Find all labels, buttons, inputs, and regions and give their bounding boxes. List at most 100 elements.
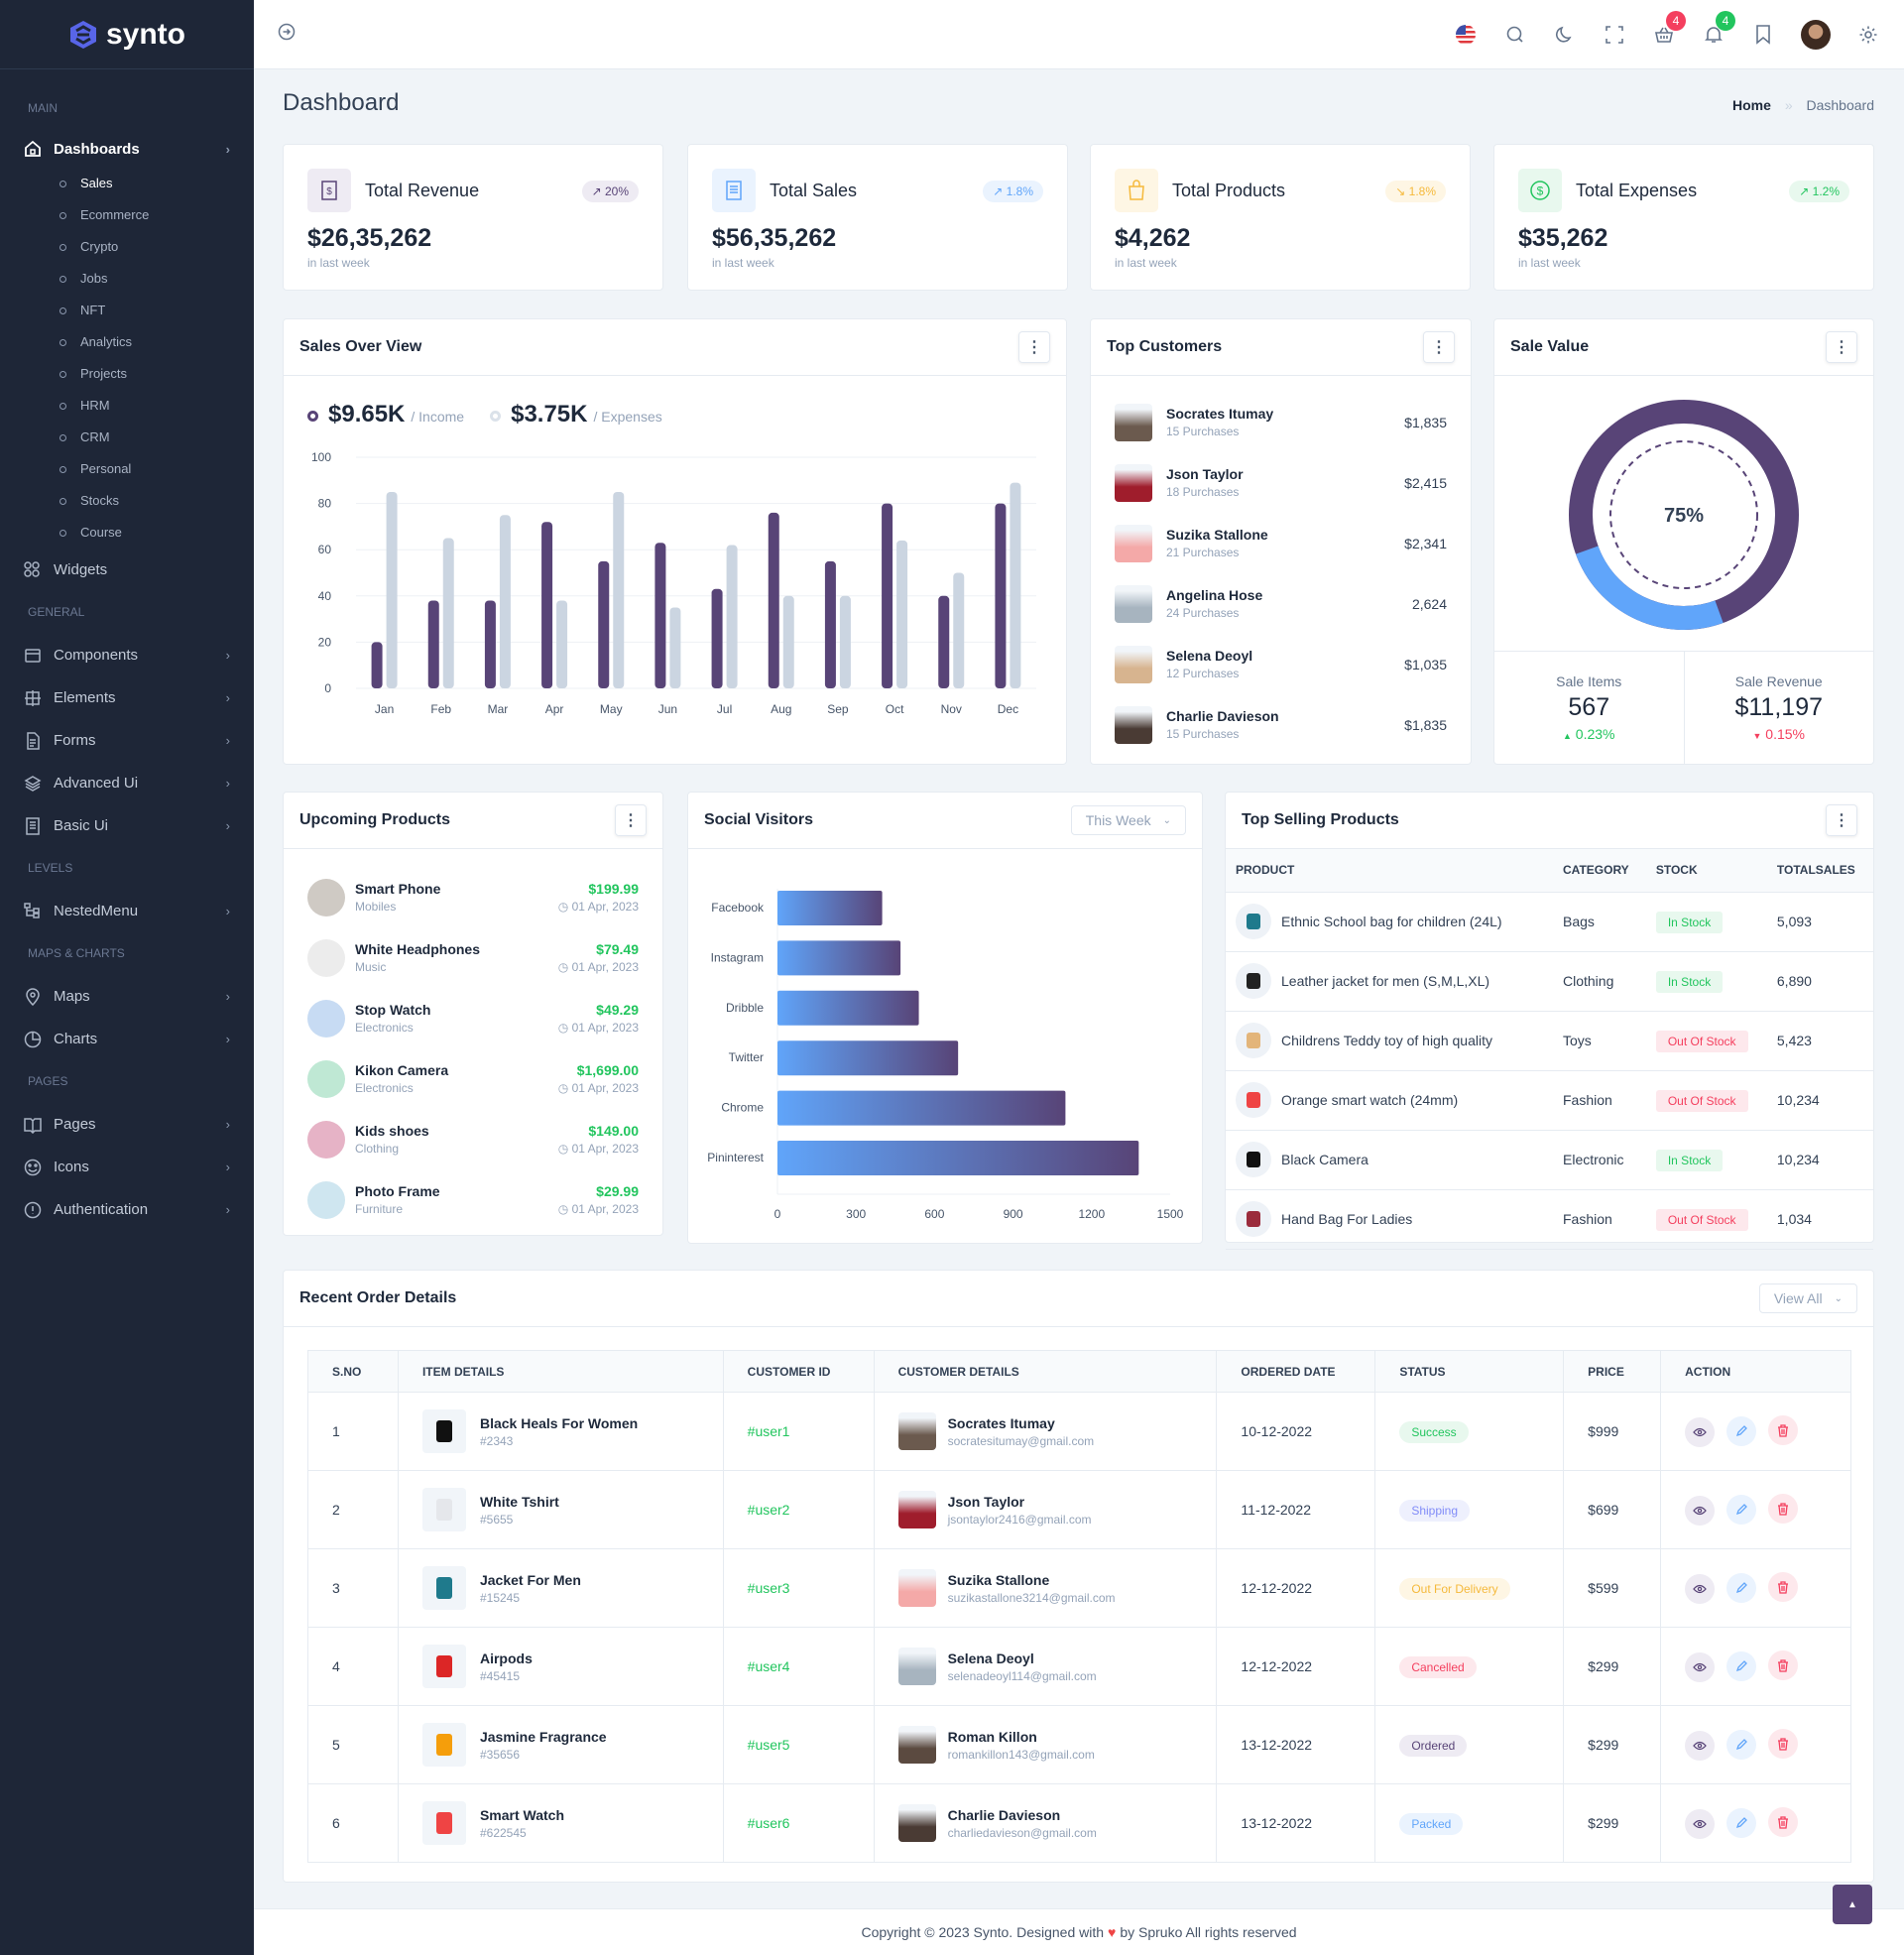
more-options-button[interactable]: ⋮: [1423, 331, 1455, 363]
sidebar-subitem[interactable]: Projects: [0, 358, 254, 390]
moon-icon[interactable]: [1553, 23, 1577, 47]
customer-list-item[interactable]: Suzika Stallone 21 Purchases $2,341: [1115, 513, 1447, 573]
sidebar-subitem[interactable]: HRM: [0, 390, 254, 422]
customer-list-item[interactable]: Angelina Hose 24 Purchases 2,624: [1115, 573, 1447, 634]
more-options-button[interactable]: ⋮: [615, 804, 647, 836]
sidebar-subitem[interactable]: Personal: [0, 453, 254, 485]
sidebar-subitem[interactable]: CRM: [0, 422, 254, 453]
edit-button[interactable]: [1726, 1807, 1757, 1838]
customer-id-link[interactable]: #user2: [722, 1470, 875, 1549]
edit-button[interactable]: [1726, 1415, 1757, 1446]
sidebar-item-icons[interactable]: Icons ›: [0, 1146, 254, 1188]
upcoming-product-item[interactable]: Photo Frame Furniture $29.99 ◷ 01 Apr, 2023: [307, 1169, 639, 1230]
sidebar-item-elements[interactable]: Elements ›: [0, 676, 254, 719]
bell-icon[interactable]: 4: [1702, 11, 1735, 47]
sidebar-subitem[interactable]: Crypto: [0, 231, 254, 263]
stat-change-badge: ↗ 1.2%: [1789, 181, 1849, 202]
sidebar-item-pages[interactable]: Pages ›: [0, 1103, 254, 1146]
us-flag-icon[interactable]: [1454, 23, 1478, 47]
fullscreen-icon[interactable]: [1603, 23, 1626, 47]
view-all-dropdown[interactable]: View All ⌄: [1758, 1283, 1857, 1313]
upcoming-product-item[interactable]: Kikon Camera Electronics $1,699.00 ◷ 01 Apr…: [307, 1048, 639, 1109]
table-row[interactable]: 4 Airpods #45415 #user4 Selena Deoyl selen…: [307, 1627, 1851, 1706]
sidebar-subitem[interactable]: Ecommerce: [0, 199, 254, 231]
delete-button[interactable]: [1768, 1415, 1799, 1446]
customer-avatar: [897, 1569, 936, 1607]
customer-id-link[interactable]: #user1: [722, 1392, 875, 1471]
scroll-to-top-button[interactable]: ▲: [1833, 1885, 1872, 1924]
customer-id-link[interactable]: #user5: [722, 1705, 875, 1784]
table-row[interactable]: Ethnic School bag for children (24L) Bags…: [1226, 892, 1873, 952]
sidebar-subitem[interactable]: Analytics: [0, 326, 254, 358]
view-button[interactable]: [1685, 1495, 1716, 1526]
delete-button[interactable]: [1768, 1807, 1799, 1838]
customer-id-link[interactable]: #user3: [722, 1548, 875, 1628]
cart-icon[interactable]: 4: [1652, 11, 1686, 47]
sidebar-subitem[interactable]: Sales: [0, 168, 254, 199]
sidebar-subitem[interactable]: NFT: [0, 295, 254, 326]
brand-logo[interactable]: synto: [0, 0, 254, 69]
sidebar-item-components[interactable]: Components ›: [0, 634, 254, 676]
upcoming-product-item[interactable]: White Headphones Music $79.49 ◷ 01 Apr, 202…: [307, 927, 639, 988]
sidebar-item-maps[interactable]: Maps ›: [0, 975, 254, 1018]
sidebar-toggle-icon[interactable]: [278, 23, 296, 46]
sidebar-item-forms[interactable]: Forms ›: [0, 719, 254, 762]
delete-button[interactable]: [1768, 1650, 1799, 1681]
sidebar-subitem[interactable]: Course: [0, 517, 254, 549]
customer-list-item[interactable]: Socrates Itumay 15 Purchases $1,835: [1115, 392, 1447, 452]
customer-list-item[interactable]: Selena Deoyl 12 Purchases $1,035: [1115, 634, 1447, 694]
view-button[interactable]: [1685, 1730, 1716, 1761]
user-avatar[interactable]: [1801, 20, 1831, 50]
table-row[interactable]: 6 Smart Watch #622545 #user6 Charlie Davi…: [307, 1783, 1851, 1863]
customer-list-item[interactable]: Json Taylor 18 Purchases $2,415: [1115, 452, 1447, 513]
more-options-button[interactable]: ⋮: [1018, 331, 1050, 363]
more-options-button[interactable]: ⋮: [1826, 331, 1857, 363]
upcoming-product-item[interactable]: Kids shoes Clothing $149.00 ◷ 01 Apr, 2023: [307, 1109, 639, 1169]
delete-button[interactable]: [1768, 1572, 1799, 1603]
sidebar-item-nestedmenu[interactable]: NestedMenu ›: [0, 890, 254, 932]
table-row[interactable]: Orange smart watch (24mm) Fashion Out Of S…: [1226, 1070, 1873, 1131]
upcoming-product-item[interactable]: Smart Phone Mobiles $199.99 ◷ 01 Apr, 2023: [307, 867, 639, 927]
sidebar-subitem[interactable]: Stocks: [0, 485, 254, 517]
edit-button[interactable]: [1726, 1650, 1757, 1681]
price: $299: [1563, 1783, 1662, 1863]
view-button[interactable]: [1685, 1808, 1716, 1839]
delete-button[interactable]: [1768, 1729, 1799, 1760]
table-row[interactable]: Childrens Teddy toy of high quality Toys O…: [1226, 1011, 1873, 1071]
customer-id-link[interactable]: #user4: [722, 1627, 875, 1706]
customer-id-link[interactable]: #user6: [722, 1783, 875, 1863]
table-row[interactable]: 5 Jasmine Fragrance #35656 #user5 Roman K…: [307, 1705, 1851, 1784]
edit-button[interactable]: [1726, 1494, 1757, 1525]
sidebar-item-advanced-ui[interactable]: Advanced Ui ›: [0, 762, 254, 804]
edit-button[interactable]: [1726, 1729, 1757, 1760]
view-button[interactable]: [1685, 1416, 1716, 1447]
sidebar-item-charts[interactable]: Charts ›: [0, 1018, 254, 1060]
edit-button[interactable]: [1726, 1572, 1757, 1603]
customer-list-item[interactable]: Charlie Davieson 15 Purchases $1,835: [1115, 694, 1447, 755]
more-options-button[interactable]: ⋮: [1826, 804, 1857, 836]
table-row[interactable]: 3 Jacket For Men #15245 #user3 Suzika Sta…: [307, 1548, 1851, 1628]
product-name: Hand Bag For Ladies: [1281, 1211, 1413, 1227]
y-tick-label: Pininterest: [707, 1151, 764, 1164]
table-row[interactable]: 2 White Tshirt #5655 #user2 Json Taylor js…: [307, 1470, 1851, 1549]
table-row[interactable]: 1 Black Heals For Women #2343 #user1 Socr…: [307, 1392, 1851, 1471]
product-price: $149.00: [588, 1123, 639, 1139]
view-button[interactable]: [1685, 1573, 1716, 1604]
table-row[interactable]: Hand Bag For Ladies Fashion Out Of Stock 1,…: [1226, 1189, 1873, 1250]
week-filter-dropdown[interactable]: This Week ⌄: [1070, 805, 1186, 835]
table-row[interactable]: Leather jacket for men (S,M,L,XL) Clothin…: [1226, 951, 1873, 1012]
search-icon[interactable]: [1503, 23, 1527, 47]
bookmark-icon[interactable]: [1751, 23, 1775, 47]
week-filter-value: This Week: [1085, 812, 1151, 828]
sidebar-subitem[interactable]: Jobs: [0, 263, 254, 295]
sidebar-item-authentication[interactable]: Authentication ›: [0, 1188, 254, 1231]
upcoming-product-item[interactable]: Stop Watch Electronics $49.29 ◷ 01 Apr, 202…: [307, 988, 639, 1048]
table-row[interactable]: Black Camera Electronic In Stock 10,234: [1226, 1130, 1873, 1190]
delete-button[interactable]: [1768, 1494, 1799, 1525]
view-button[interactable]: [1685, 1651, 1716, 1682]
sidebar-item-widgets[interactable]: Widgets: [0, 549, 254, 591]
breadcrumb-home[interactable]: Home: [1732, 97, 1771, 113]
sidebar-item-basic-ui[interactable]: Basic Ui ›: [0, 804, 254, 847]
settings-gear-icon[interactable]: [1856, 23, 1880, 47]
sidebar-item-dashboards[interactable]: Dashboards ›: [0, 130, 254, 168]
